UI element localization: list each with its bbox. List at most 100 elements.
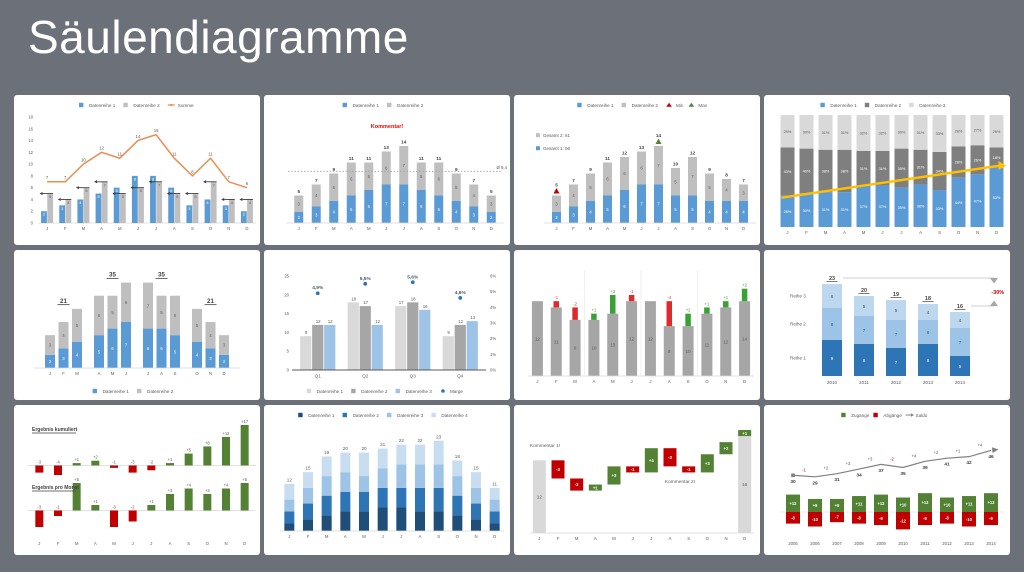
bar-segment xyxy=(932,151,947,191)
chart-4-percent-stacked-trend: Datenreihe 1 Datenreihe 2 Datenreihe 3 28% 4… xyxy=(780,102,1006,235)
variance-cap xyxy=(741,288,748,302)
bar-s2 xyxy=(205,322,216,349)
bar-s1 xyxy=(156,328,167,368)
bar-s2 xyxy=(192,308,202,342)
bar-s1 xyxy=(705,201,714,223)
x-tick: A xyxy=(350,226,353,231)
trend-arrow-head xyxy=(998,161,1006,171)
bar-s1 xyxy=(219,354,229,368)
chart-6-clustered-margin: 0 5 10 15 20 25 0% 1% 2% 3% 4% 5% 6% 9 12 12 4,9% Q1 18 17 1… xyxy=(284,274,496,394)
label: Datenreihe 2 xyxy=(875,103,902,108)
bar-segment xyxy=(894,148,909,188)
bar-s2 xyxy=(722,179,731,201)
x-tick: 2014 xyxy=(955,380,966,385)
bar-loss xyxy=(830,512,844,523)
label: Datenreihe 1 xyxy=(103,389,130,394)
x-tick: J xyxy=(298,226,300,231)
x-tick: S xyxy=(174,371,177,376)
label: -8 xyxy=(857,515,861,520)
x-tick: A xyxy=(606,226,609,231)
y2-tick: 2% xyxy=(490,336,496,341)
bar-s1 xyxy=(59,205,66,223)
x-tick: F xyxy=(555,379,558,384)
bar-segment xyxy=(854,316,874,344)
chart-card-1: Datenreihe 1 Datenreihe 2 Summe 0 2 4 6 8 10 12 14… xyxy=(14,95,260,245)
label: 6 xyxy=(368,204,371,209)
saldo-value: 37 xyxy=(878,468,884,474)
label: 8 xyxy=(668,349,671,354)
bar-segment xyxy=(452,460,463,477)
x-tick: 2012 xyxy=(942,541,952,546)
label: 4 xyxy=(333,210,336,215)
y-tick: 2 xyxy=(31,209,34,214)
x-tick: 2006 xyxy=(810,541,820,546)
x-tick: A xyxy=(919,230,922,235)
bar-s1 xyxy=(121,322,131,368)
x-tick: A xyxy=(843,230,846,235)
x-tick: F xyxy=(307,534,310,539)
legend-item: Datenreihe 2 xyxy=(342,412,379,418)
y2-tick: 6% xyxy=(490,274,496,279)
chart-card-3: Datenreihe 1 Datenreihe 2 Min Max Gesamt 2: … xyxy=(514,95,760,245)
value-label: +1 xyxy=(74,457,79,462)
prev-marker-arrow xyxy=(148,180,152,184)
y-tick: 16 xyxy=(28,126,33,131)
total-label: 22 xyxy=(417,438,423,443)
label: 4 xyxy=(67,200,70,205)
saldo-delta: +1 xyxy=(956,449,961,454)
bar-segment xyxy=(799,148,814,194)
x-tick: M xyxy=(862,230,866,235)
label: 18% xyxy=(993,155,1001,160)
label: 7 xyxy=(895,332,898,337)
x-tick: F xyxy=(315,226,318,231)
label: 8 xyxy=(152,176,154,181)
label: Datenreihe 1 xyxy=(353,103,380,108)
label: 7 xyxy=(657,163,660,168)
bar-segment xyxy=(918,344,938,376)
label: 37% xyxy=(860,204,868,209)
total-label: 16 xyxy=(957,304,963,310)
x-tick: J xyxy=(382,534,384,539)
bar-s2 xyxy=(156,295,167,329)
prev-marker-arrow xyxy=(166,191,170,196)
x-tick: N xyxy=(724,536,727,541)
group-total: 21 xyxy=(60,298,67,305)
bar-pos xyxy=(72,483,81,511)
legend-swatch xyxy=(909,102,914,108)
total-label: 5 xyxy=(490,189,493,194)
bar-s2 xyxy=(359,306,371,370)
x-tick: J xyxy=(155,226,157,231)
bar-s2 xyxy=(83,187,90,223)
value-label: -3 xyxy=(112,505,116,510)
label: 4 xyxy=(206,200,209,205)
saldo-value: 42 xyxy=(966,460,972,466)
bar-s1 xyxy=(586,201,595,223)
total-label: 20 xyxy=(343,446,349,451)
side-legend-label: Gesamt 1: 56 xyxy=(543,146,571,151)
bar-s1 xyxy=(552,212,561,223)
delta-label: -4 xyxy=(667,295,671,300)
label: Datenreihe 1 xyxy=(308,413,335,418)
label: 3 xyxy=(225,206,227,211)
label: +13 xyxy=(922,500,930,505)
label: 4 xyxy=(79,200,82,205)
label: 44% xyxy=(955,200,963,205)
label: 12 xyxy=(723,339,728,344)
label: +4 xyxy=(649,458,655,463)
total-label: 9 xyxy=(455,167,458,172)
bar-segment xyxy=(340,452,351,473)
total-label: 9 xyxy=(708,167,711,172)
label: Max xyxy=(698,103,707,108)
legend-swatch xyxy=(137,388,142,394)
x-tick: M xyxy=(111,371,115,376)
label: +3 xyxy=(705,461,711,466)
x-tick: M xyxy=(612,536,616,541)
chart-card-6: 0 5 10 15 20 25 0% 1% 2% 3% 4% 5% 6% 9 12 12 4,9% Q1 18 17 1… xyxy=(264,250,510,400)
bar-s1 xyxy=(94,335,104,368)
label: 4 xyxy=(62,333,65,338)
slide-bottom-edge xyxy=(0,572,1024,577)
bar-segment xyxy=(340,472,351,492)
label: 5 xyxy=(98,349,101,354)
label: +9 xyxy=(835,503,840,508)
line-label: 7 xyxy=(46,175,49,180)
